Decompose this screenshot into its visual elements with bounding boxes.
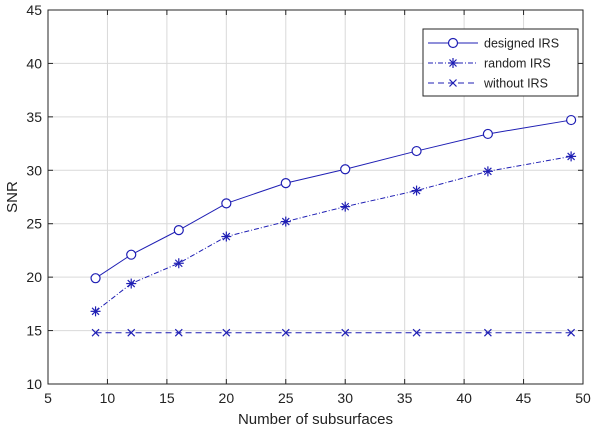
legend-label: without IRS [483,77,548,91]
circle-marker [126,249,137,260]
x-marker [449,79,457,87]
series-random-irs [90,151,577,317]
series-without-irs [91,328,576,337]
asterisk-stroke [281,217,290,226]
x-marker-stroke [449,79,457,87]
y-tick-label: 20 [26,269,42,285]
y-tick-label: 30 [26,162,42,178]
x-marker-stroke [127,328,136,337]
x-marker-stroke [483,328,492,337]
asterisk-marker [90,306,101,317]
x-marker [281,328,290,337]
circle-marker [566,114,577,126]
x-tick-label: 35 [397,390,413,406]
x-tick-label: 20 [219,390,235,406]
x-tick-label: 15 [159,390,175,406]
x-marker-stroke [281,328,290,337]
plot-frame [47,9,584,385]
asterisk-marker [173,258,184,269]
asterisk-marker [482,166,493,177]
x-marker-stroke [412,328,421,337]
x-marker [127,328,136,337]
asterisk-stroke [127,279,136,288]
asterisk-marker [280,216,291,227]
y-tick-label: 35 [26,109,42,125]
x-marker [567,328,576,337]
legend-label: random IRS [484,57,551,71]
x-tick-label: 50 [575,390,591,406]
y-tick-label: 45 [26,2,42,18]
asterisk-stroke [567,152,576,161]
circle-marker [340,164,351,175]
x-marker [91,328,100,337]
circle-marker [411,145,422,157]
legend-label: designed IRS [484,37,559,51]
x-marker [483,328,492,337]
x-tick-label: 5 [44,390,52,406]
x-marker [174,328,183,337]
asterisk-marker [221,231,232,242]
x-marker-stroke [174,328,183,337]
x-tick-label: 25 [278,390,294,406]
circle-marker [447,37,459,49]
asterisk-marker [411,185,422,196]
asterisk-stroke [412,186,421,195]
legend: designed IRS random IRS without IRS [422,28,579,97]
circle-marker [90,273,101,284]
asterisk-marker [340,201,351,212]
asterisk-stroke [222,232,231,241]
asterisk-stroke [174,259,183,268]
asterisk-marker [448,58,458,68]
y-tick-label: 10 [26,376,42,392]
asterisk-marker [566,151,577,162]
series-group [90,114,577,337]
circle-marker [221,198,232,209]
circle-marker [173,225,184,236]
x-marker [412,328,421,337]
y-tick-label: 25 [26,216,42,232]
x-tick-label: 45 [516,390,532,406]
series-designed-irs [90,114,577,284]
circle-marker [280,178,291,189]
circle-marker [482,128,493,140]
asterisk-marker [126,278,137,289]
x-tick-label: 40 [456,390,472,406]
x-marker [341,328,350,337]
asterisk-stroke [483,167,492,176]
asterisk-stroke [341,202,350,211]
y-axis-title: SNR [4,181,21,213]
y-tick-label: 40 [26,55,42,71]
x-tick-label: 30 [337,390,353,406]
x-marker-stroke [341,328,350,337]
x-marker-stroke [567,328,576,337]
x-tick-label: 10 [100,390,116,406]
y-tick-label: 15 [26,323,42,339]
x-marker-stroke [91,328,100,337]
asterisk-stroke [449,59,457,67]
asterisk-stroke [91,307,100,316]
x-axis-title: Number of subsurfaces [238,411,393,428]
x-marker-stroke [222,328,231,337]
x-marker [222,328,231,337]
